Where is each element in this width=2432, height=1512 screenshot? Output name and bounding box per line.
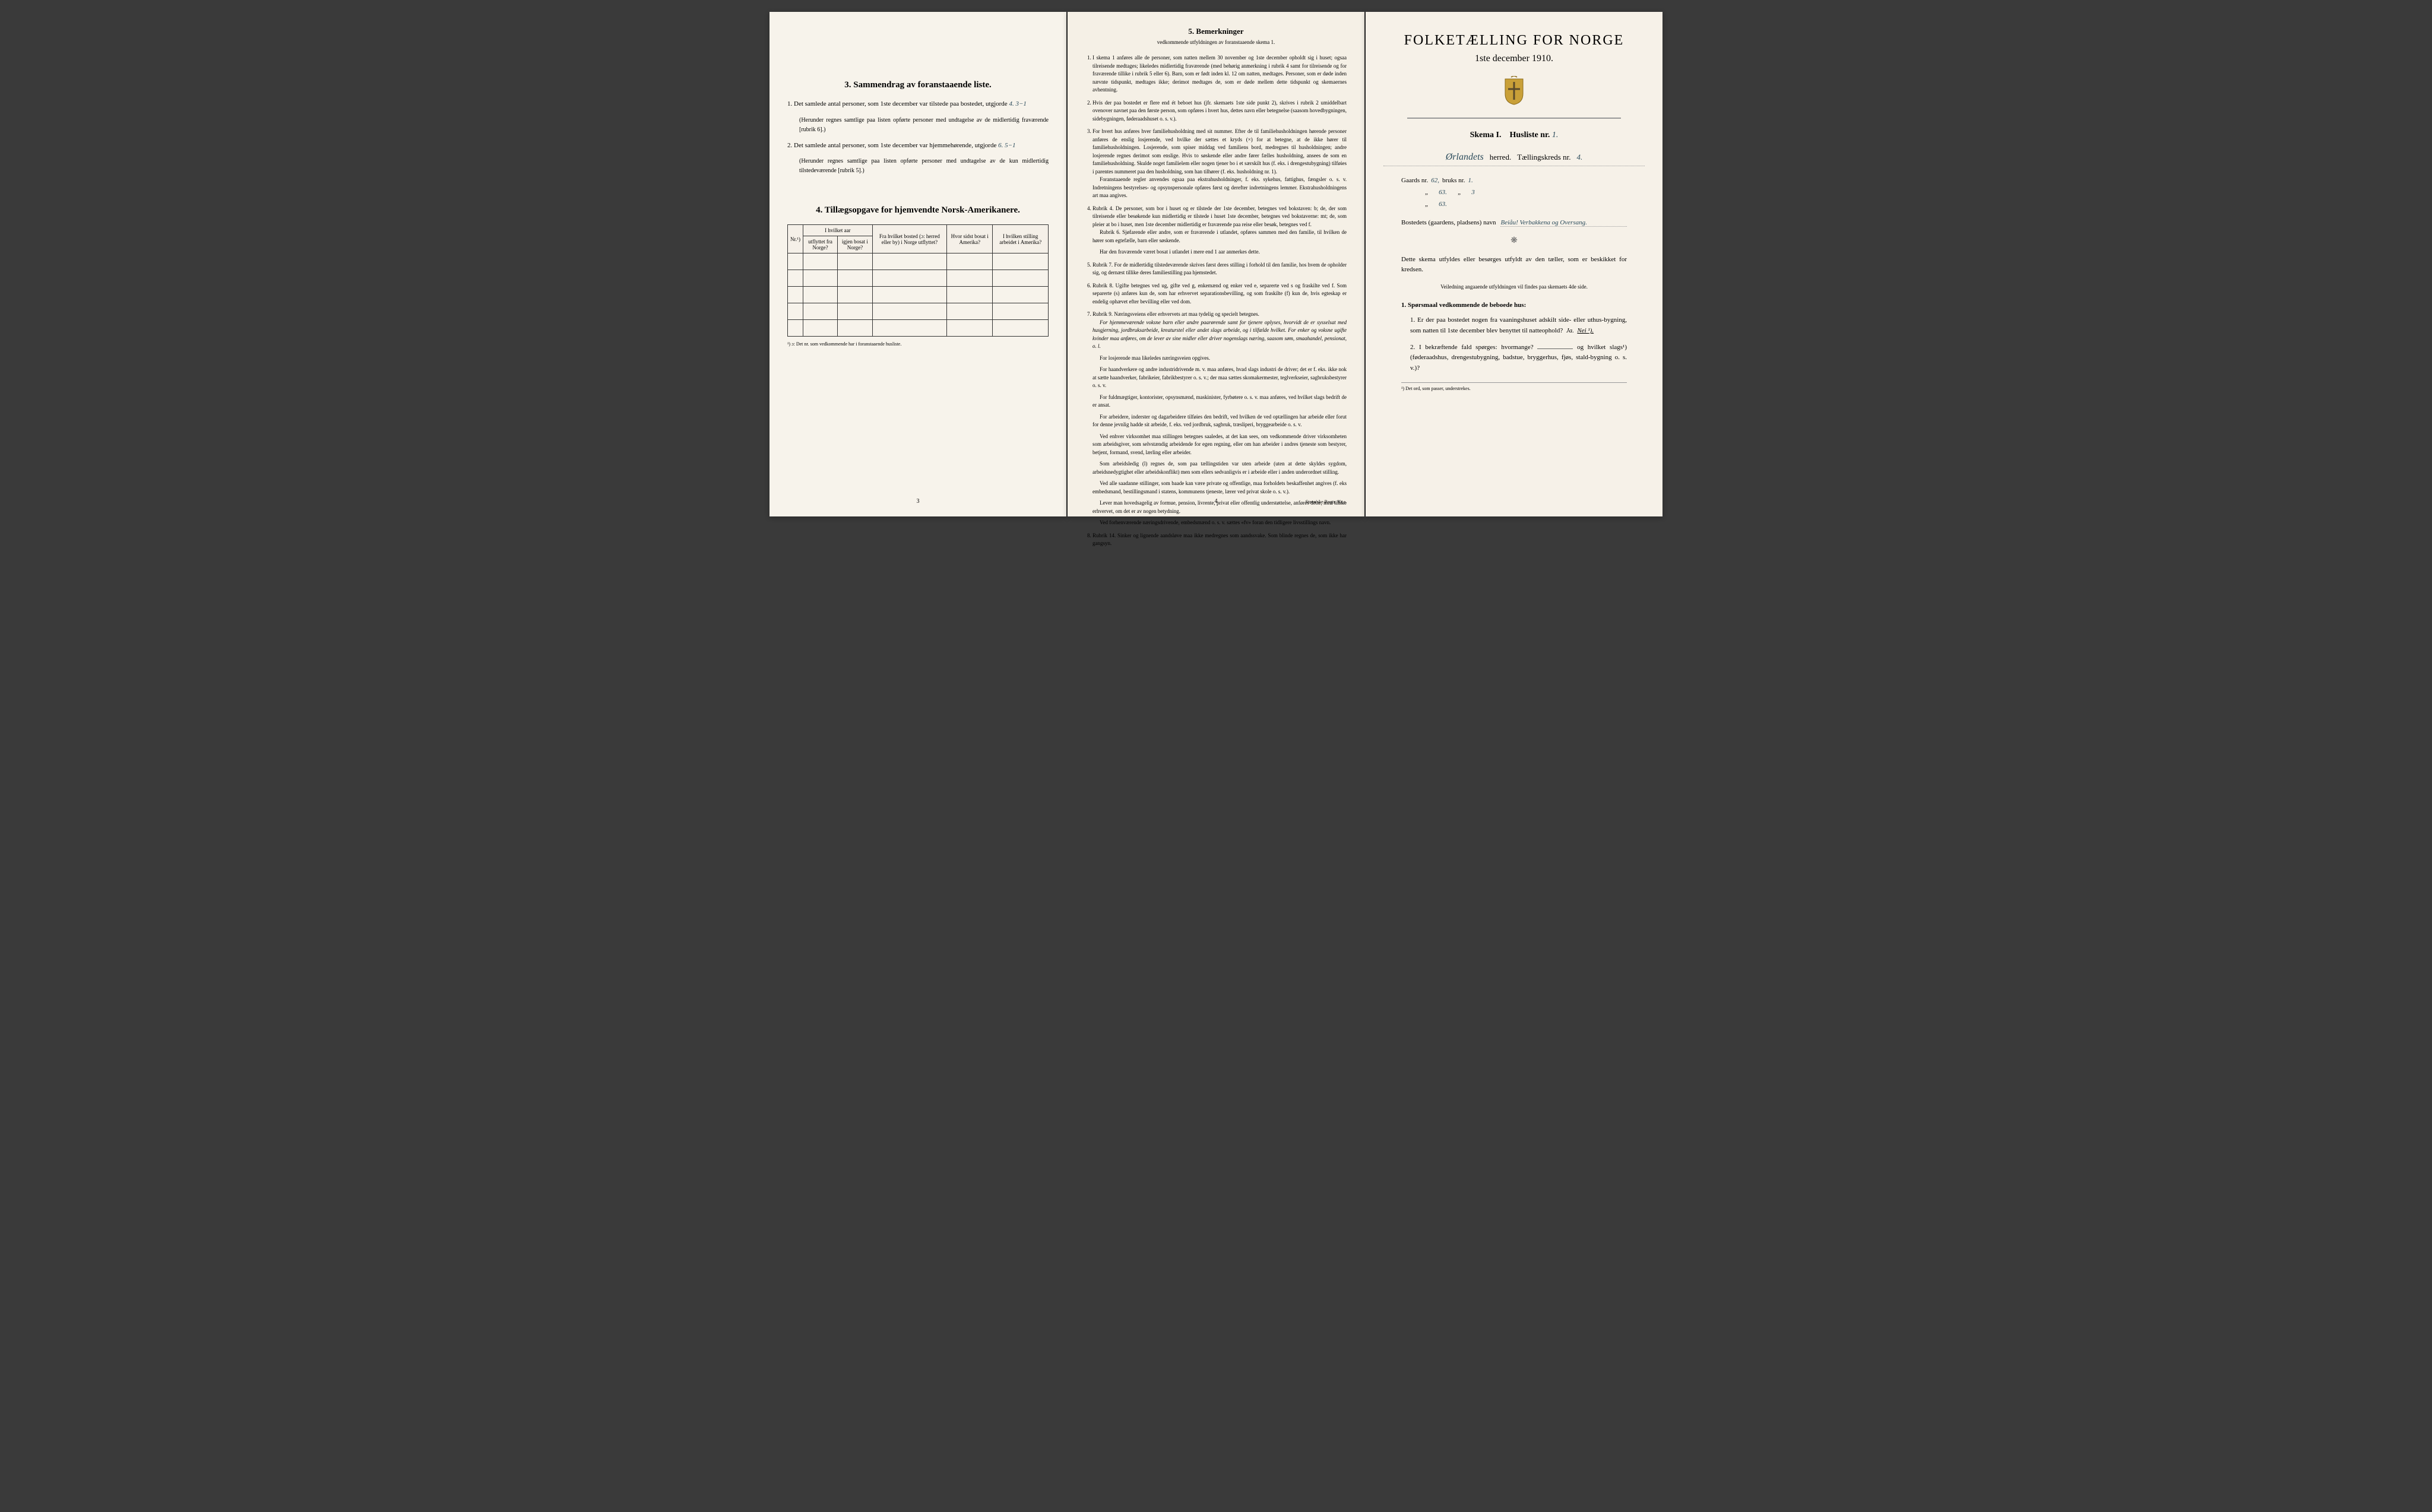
main-title: FOLKETÆLLING FOR NORGE: [1383, 33, 1645, 49]
question-section-1: 1. Spørsmaal vedkommende de beboede hus:…: [1401, 300, 1627, 374]
husliste-nr: 1.: [1552, 131, 1559, 140]
page-number-4: 4: [1215, 498, 1218, 505]
q1-header: 1. Spørsmaal vedkommende de beboede hus:: [1401, 300, 1627, 311]
divider: [1407, 118, 1621, 119]
decoration-icon: ❋: [1383, 236, 1645, 246]
item-2-note: (Herunder regnes samtlige paa listen opf…: [799, 157, 1049, 176]
coat-of-arms-icon: [1383, 76, 1645, 109]
item-1-note: (Herunder regnes samtlige paa listen opf…: [799, 116, 1049, 135]
section-4-title: 4. Tillægsopgave for hjemvendte Norsk-Am…: [787, 205, 1049, 215]
instruction-main: Dette skema utfyldes eller besørges utfy…: [1401, 255, 1627, 274]
bemerk-7: Rubrik 9. Næringsveiens eller erhvervets…: [1092, 310, 1347, 527]
skema-line: Skema I. Husliste nr. 1.: [1383, 131, 1645, 140]
bemerk-1: I skema 1 anføres alle de personer, som …: [1092, 54, 1347, 94]
section-5-sub: vedkommende utfyldningen av foranstaaend…: [1085, 39, 1347, 45]
q1-2: 2. I bekræftende fald spørges: hvormange…: [1410, 343, 1627, 374]
document-container: 3. Sammendrag av foranstaaende liste. 1.…: [770, 12, 1662, 516]
table-row: [788, 287, 1049, 303]
col-igjen: igjen bosat i Norge?: [838, 236, 873, 253]
bemerk-5: Rubrik 7. For de midlertidig tilstedevær…: [1092, 261, 1347, 277]
taellingskreds-nr: 4.: [1576, 153, 1582, 162]
printer-mark: Steen'ske Bogtr. Kr.a.: [1306, 499, 1347, 505]
tillaeg-table: Nr.¹) I hvilket aar Fra hvilket bosted (…: [787, 224, 1049, 337]
section-4: 4. Tillægsopgave for hjemvendte Norsk-Am…: [787, 205, 1049, 347]
col-hvor-sidst: Hvor sidst bosat i Amerika?: [947, 225, 993, 253]
section-3: 3. Sammendrag av foranstaaende liste. 1.…: [787, 80, 1049, 176]
herred-name: Ørlandets: [1446, 152, 1484, 163]
col-nr: Nr.¹): [788, 225, 803, 253]
table-row: [788, 303, 1049, 320]
col-fra-bosted: Fra hvilket bosted (ɔ: herred eller by) …: [872, 225, 946, 253]
page-1-cover: FOLKETÆLLING FOR NORGE 1ste december 191…: [1366, 12, 1662, 516]
instruction-sub: Veiledning angaaende utfyldningen vil fi…: [1401, 283, 1627, 291]
bemerkninger-list: I skema 1 anføres alle de personer, som …: [1085, 54, 1347, 548]
tillaeg-table-container: Nr.¹) I hvilket aar Fra hvilket bosted (…: [787, 224, 1049, 347]
bemerk-6: Rubrik 8. Ugifte betegnes ved ug, gifte …: [1092, 282, 1347, 306]
section-5-title: 5. Bemerkninger: [1085, 27, 1347, 36]
census-date: 1ste december 1910.: [1383, 53, 1645, 64]
col-stilling: I hvilken stilling arbeidet i Amerika?: [993, 225, 1049, 253]
bemerk-8: Rubrik 14. Sinker og lignende aandsløve …: [1092, 532, 1347, 548]
footnote: ¹) Det ord, som passer, understrekes.: [1401, 382, 1627, 391]
page-4: 5. Bemerkninger vedkommende utfyldningen…: [1068, 12, 1364, 516]
table-row: [788, 270, 1049, 287]
item-1: 1. Det samlede antal personer, som 1ste …: [787, 99, 1049, 110]
item-1-value: 4. 3−1: [1009, 100, 1026, 107]
col-utflyttet: utflyttet fra Norge?: [803, 236, 837, 253]
table-footnote: ¹) ɔ: Det nr. som vedkommende har i fora…: [787, 341, 1049, 347]
herred-line: Ørlandets herred. Tællingskreds nr. 4.: [1383, 152, 1645, 166]
bosted-value: Beiåu! Verbakkena og Oversang.: [1500, 219, 1627, 227]
item-2: 2. Det samlede antal personer, som 1ste …: [787, 141, 1049, 151]
page-number-3: 3: [917, 498, 920, 505]
item-2-value: 6. 5−1: [998, 142, 1015, 149]
bosted-line: Bostedets (gaardens, pladsens) navn Beiå…: [1401, 219, 1627, 227]
col-hvilket-aar: I hvilket aar: [803, 225, 872, 236]
bemerk-2: Hvis der paa bostedet er flere end ét be…: [1092, 99, 1347, 123]
q1-1: 1. Er der paa bostedet nogen fra vaaning…: [1410, 315, 1627, 336]
gaards-section: Gaards nr. 62, bruks nr. 1. „ 63. „ 3 „ …: [1401, 175, 1627, 210]
page-3: 3. Sammendrag av foranstaaende liste. 1.…: [770, 12, 1066, 516]
bemerk-4: Rubrik 4. De personer, som bor i huset o…: [1092, 205, 1347, 256]
bemerk-3: For hvert hus anføres hver familiehushol…: [1092, 128, 1347, 200]
section-3-title: 3. Sammendrag av foranstaaende liste.: [787, 80, 1049, 90]
table-row: [788, 320, 1049, 337]
table-row: [788, 253, 1049, 270]
